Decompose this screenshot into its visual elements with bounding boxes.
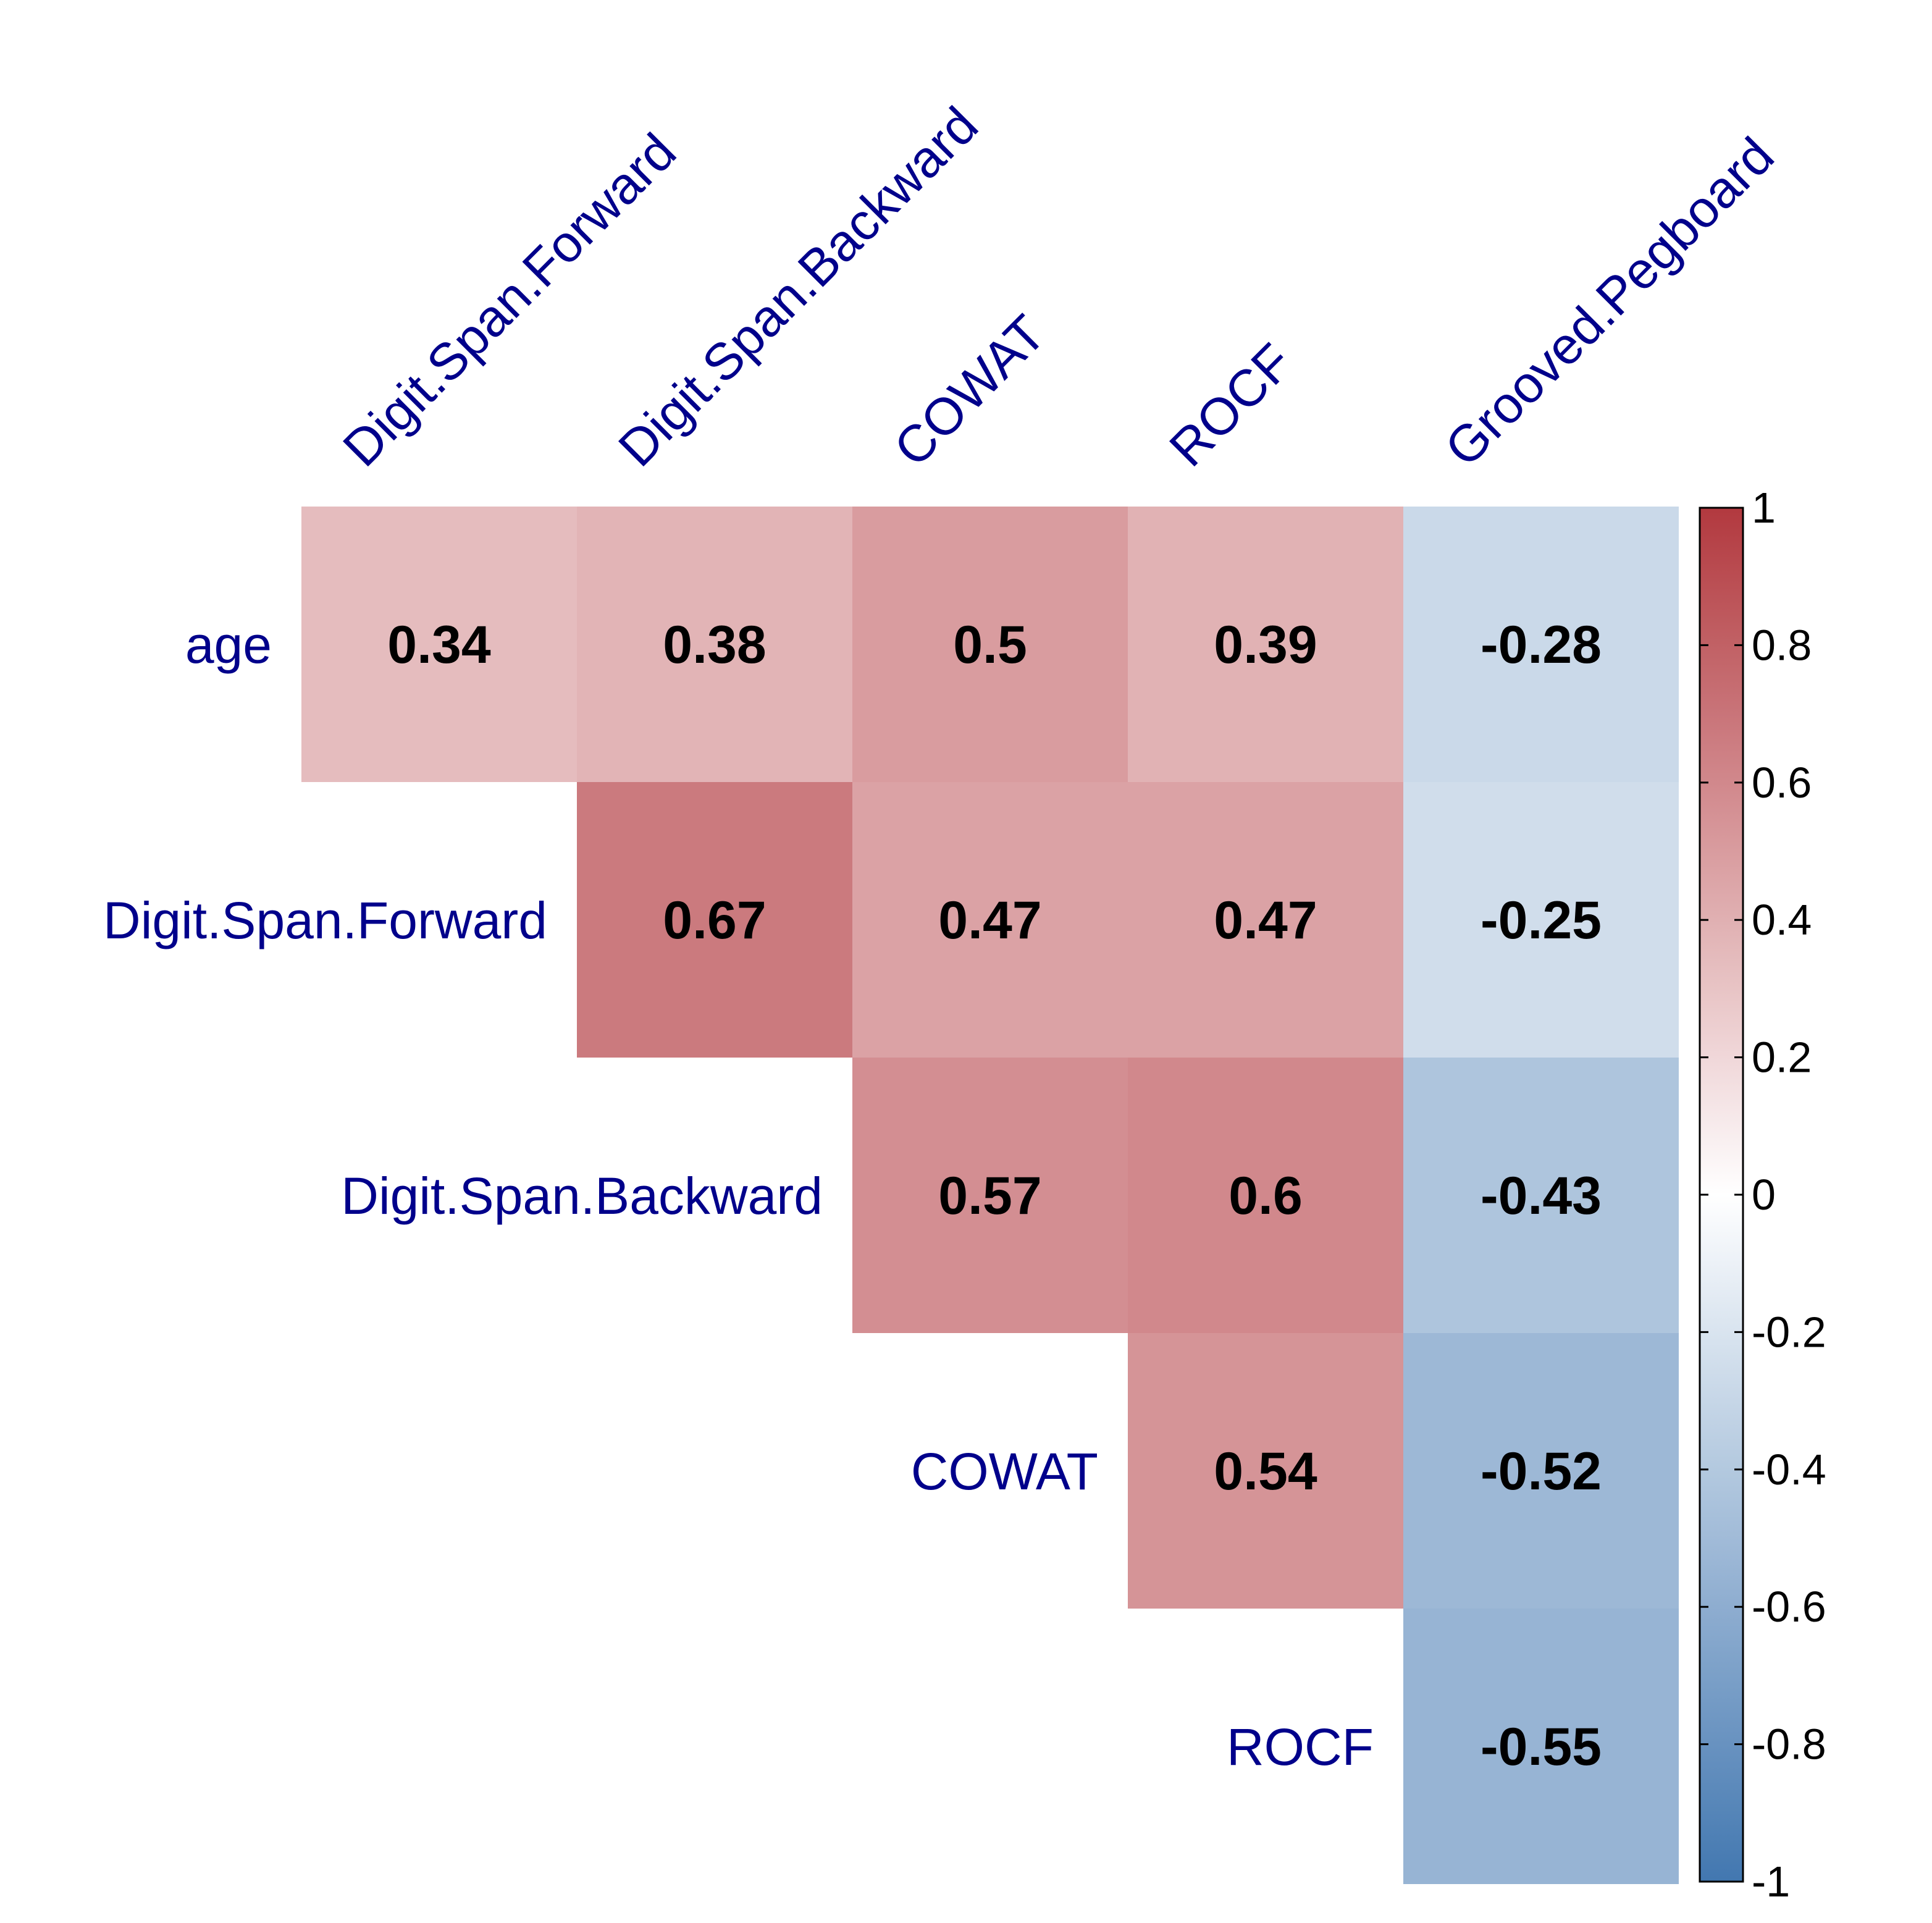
cell-value-age-cowat: 0.5 [953, 615, 1027, 675]
legend-ticks: 1 0.8 0.6 0.4 0.2 0 -0.2 -0.4 -0.6 -0.8 -1 [1700, 484, 1826, 1906]
column-labels: Digit.Span.ForwardDigit.Span.BackwardCOW… [332, 96, 1784, 478]
cell-age-cowat [852, 507, 1128, 782]
cell-value-digit-span-backward-rocf: 0.6 [1228, 1166, 1303, 1226]
legend-tick-label: 0.2 [1752, 1033, 1812, 1082]
cell-value-digit-span-forward-rocf: 0.47 [1214, 891, 1317, 950]
color-legend: 1 0.8 0.6 0.4 0.2 0 -0.2 -0.4 -0.6 -0.8 -1 [1699, 484, 1826, 1906]
legend-tick-label: -0.2 [1752, 1308, 1826, 1356]
cell-value-rocf-grooved-pegboard: -0.55 [1480, 1717, 1602, 1777]
legend-tick-label: -0.4 [1752, 1445, 1826, 1494]
cell-value-digit-span-backward-cowat: 0.57 [938, 1166, 1041, 1226]
cell-digit-span-forward-rocf [1128, 782, 1403, 1058]
cell-digit-span-forward-digit-span-backward [577, 782, 852, 1058]
row-labels: age Digit.Span.Forward Digit.Span.Backward… [103, 616, 1374, 1776]
cell-value-digit-span-forward-grooved-pegboard: -0.25 [1480, 891, 1602, 950]
cell-digit-span-backward-rocf [1128, 1058, 1403, 1333]
cell-cowat-rocf [1128, 1333, 1403, 1609]
cell-value-cowat-grooved-pegboard: -0.52 [1480, 1442, 1602, 1501]
cell-value-cowat-rocf: 0.54 [1214, 1442, 1317, 1501]
cell-digit-span-backward-cowat [852, 1058, 1128, 1333]
cell-value-age-digit-span-backward: 0.38 [663, 615, 766, 675]
legend-tick-label: 0 [1752, 1171, 1776, 1219]
legend-tick-label: -0.6 [1752, 1583, 1826, 1631]
cell-rocf-grooved-pegboard [1403, 1609, 1679, 1884]
column-label-cowat: COWAT [883, 304, 1056, 478]
legend-tick-label: 0.4 [1752, 896, 1812, 944]
cell-digit-span-backward-grooved-pegboard [1403, 1058, 1679, 1333]
cell-digit-span-forward-grooved-pegboard [1403, 782, 1679, 1058]
cell-value-age-digit-span-forward: 0.34 [387, 615, 491, 675]
legend-tick-label: -1 [1752, 1858, 1790, 1906]
cell-value-age-rocf: 0.39 [1214, 615, 1317, 675]
row-label-rocf: ROCF [1227, 1718, 1374, 1776]
cell-digit-span-forward-cowat [852, 782, 1128, 1058]
cell-age-digit-span-forward [301, 507, 577, 782]
legend-tick-label: 1 [1752, 484, 1776, 532]
row-label-cowat: COWAT [911, 1442, 1098, 1500]
cell-age-digit-span-backward [577, 507, 852, 782]
cell-value-digit-span-forward-digit-span-backward: 0.67 [663, 891, 766, 950]
cell-cowat-grooved-pegboard [1403, 1333, 1679, 1609]
cell-age-grooved-pegboard [1403, 507, 1679, 782]
heatmap-cells: 0.34 0.38 0.5 0.39 -0.28 0.67 0.47 0.47 -0.25 0.5… [301, 507, 1679, 1884]
row-label-age: age [185, 616, 272, 674]
cell-value-age-grooved-pegboard: -0.28 [1480, 615, 1602, 675]
column-label-rocf: ROCF [1158, 332, 1303, 478]
row-label-digit-span-forward: Digit.Span.Forward [103, 891, 547, 949]
cell-value-digit-span-backward-grooved-pegboard: -0.43 [1480, 1166, 1602, 1226]
cell-value-digit-span-forward-cowat: 0.47 [938, 891, 1041, 950]
row-label-digit-span-backward: Digit.Span.Backward [341, 1167, 823, 1225]
legend-tick-label: -0.8 [1752, 1720, 1826, 1769]
column-label-grooved-pegboard: Grooved.Pegboard [1434, 126, 1784, 477]
cell-age-rocf [1128, 507, 1403, 782]
legend-tick-label: 0.6 [1752, 759, 1812, 807]
legend-tick-label: 0.8 [1752, 621, 1812, 669]
